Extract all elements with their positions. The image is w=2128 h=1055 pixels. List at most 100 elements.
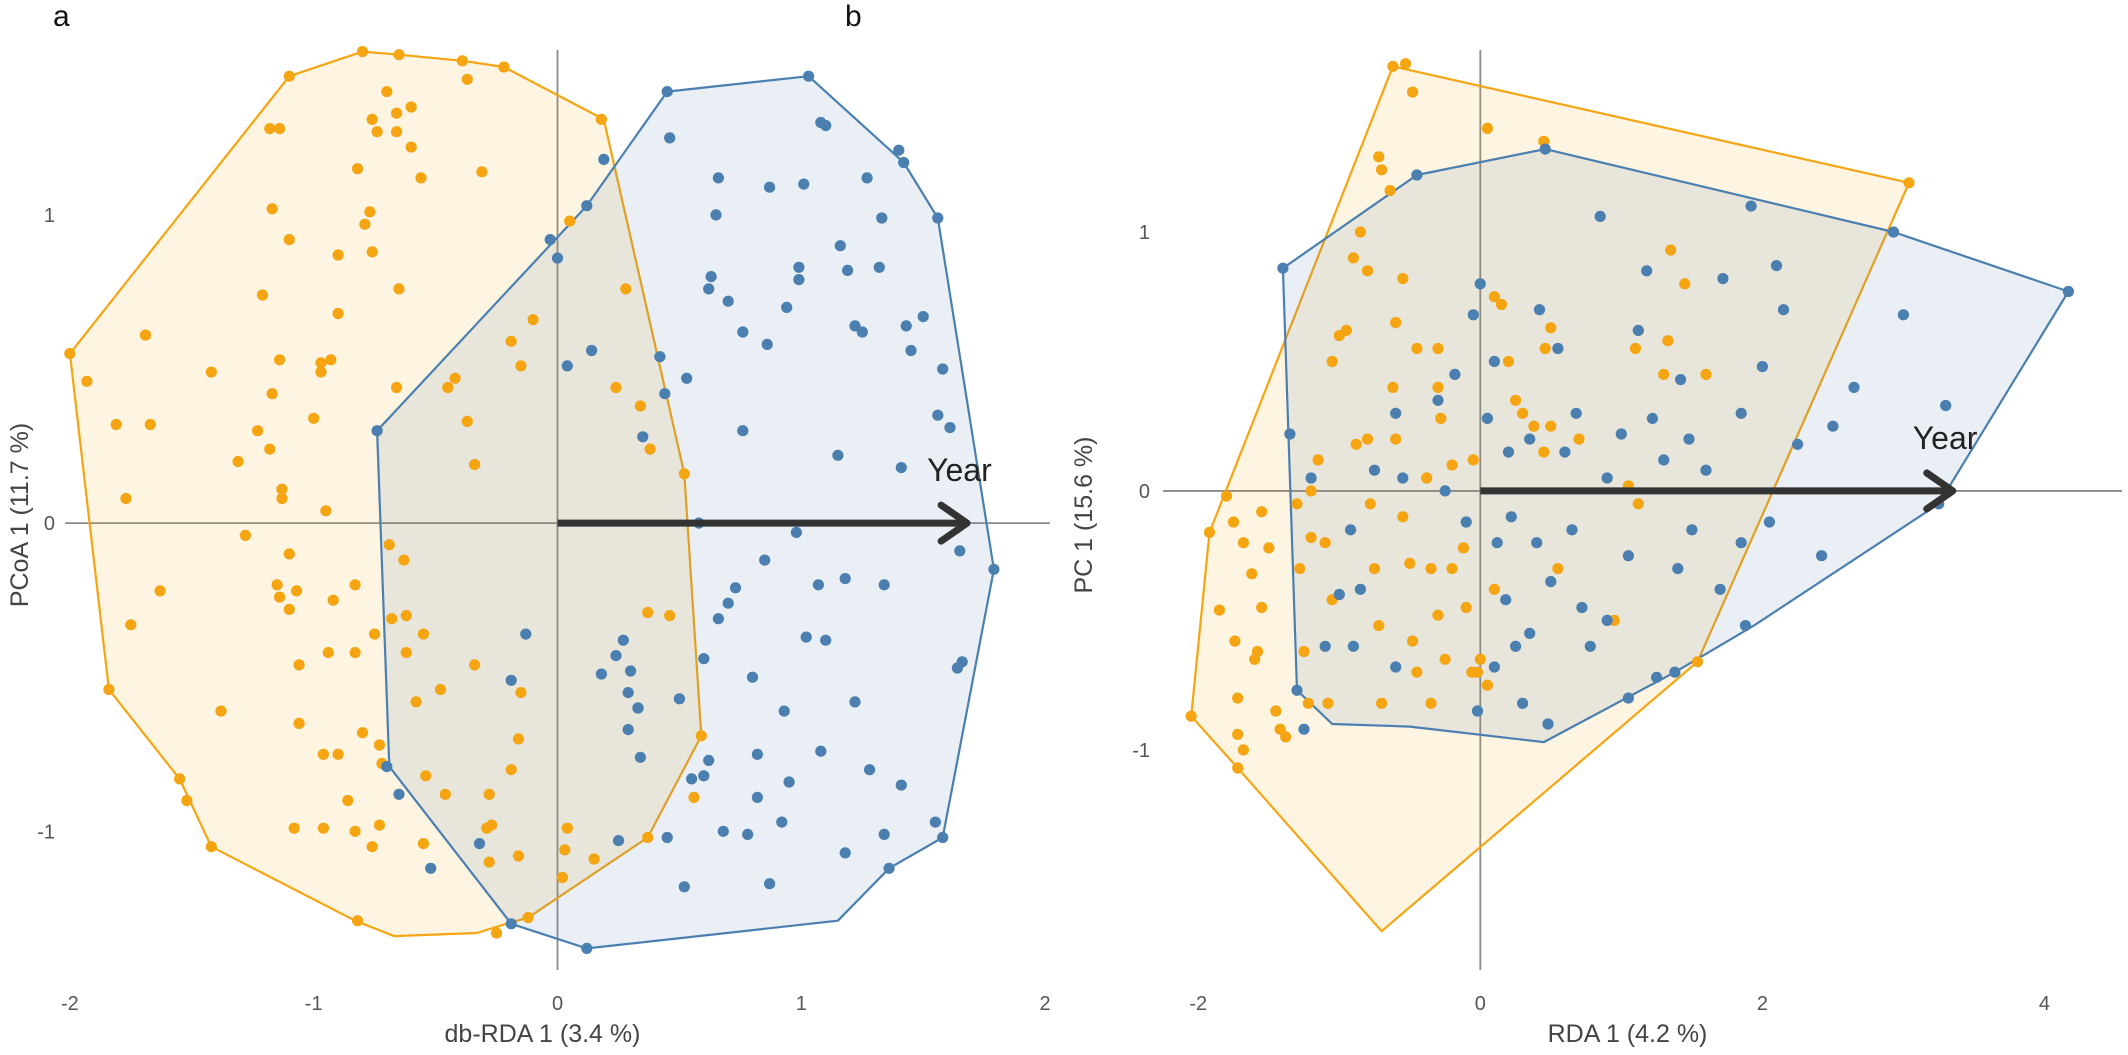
data-point-series-2 (849, 320, 861, 332)
data-point-series-2 (895, 779, 907, 791)
data-point-series-1 (527, 314, 539, 326)
data-point-series-1 (1538, 446, 1550, 458)
data-point-series-1 (1376, 697, 1388, 709)
data-point-series-2 (371, 425, 383, 437)
data-point-series-2 (1745, 200, 1757, 212)
data-point-series-2 (610, 650, 622, 662)
data-point-series-1 (383, 539, 395, 551)
data-point-series-2 (425, 862, 437, 874)
x-tick-label: -2 (1189, 993, 1207, 1015)
data-point-series-1 (469, 659, 481, 671)
data-point-series-2 (800, 631, 812, 643)
data-point-series-2 (634, 751, 647, 763)
y-axis-label: PC 1 (15.6 %) (1070, 436, 1098, 593)
data-point-series-1 (64, 348, 76, 360)
data-point-series-2 (1792, 438, 1804, 450)
data-point-series-1 (556, 871, 569, 884)
data-point-series-1 (144, 418, 156, 431)
data-point-series-1 (1662, 335, 1674, 347)
data-point-series-1 (391, 381, 403, 394)
data-point-series-2 (895, 462, 907, 474)
data-point-series-2 (1502, 446, 1515, 458)
data-point-series-2 (929, 816, 942, 828)
data-point-series-1 (120, 492, 132, 505)
data-point-series-1 (1333, 330, 1345, 342)
data-point-series-2 (1739, 620, 1752, 632)
data-point-series-1 (205, 841, 217, 853)
x-tick-label: 2 (1040, 993, 1051, 1015)
data-point-series-1 (1467, 454, 1479, 466)
data-point-series-1 (442, 381, 454, 394)
data-point-series-2 (944, 422, 956, 434)
panel-label-b: b (845, 0, 862, 33)
data-point-series-2 (673, 693, 686, 705)
data-point-series-2 (1848, 381, 1860, 393)
data-point-series-1 (81, 375, 93, 387)
data-point-series-1 (678, 468, 690, 480)
data-point-series-1 (274, 591, 286, 603)
data-point-series-2 (1669, 666, 1681, 678)
data-point-series-2 (988, 563, 1000, 575)
data-point-series-2 (1517, 697, 1529, 709)
data-point-series-2 (1488, 661, 1500, 673)
data-point-series-2 (1505, 511, 1517, 523)
data-point-series-2 (1770, 260, 1783, 272)
data-point-series-2 (937, 831, 949, 844)
data-point-series-1 (215, 705, 227, 717)
data-point-series-2 (1601, 472, 1613, 484)
data-point-series-1 (1407, 86, 1419, 98)
data-point-series-1 (266, 203, 278, 215)
data-point-series-2 (1533, 304, 1546, 316)
data-point-series-2 (1658, 454, 1670, 466)
data-point-series-1 (449, 372, 461, 384)
data-point-series-2 (520, 628, 532, 640)
data-point-series-1 (1629, 342, 1641, 355)
data-point-series-2 (661, 831, 673, 844)
data-point-series-2 (1566, 524, 1578, 536)
data-point-series-2 (849, 696, 861, 708)
y-axis-label: PCoA 1 (11.7 %) (6, 423, 34, 607)
data-point-series-2 (746, 671, 759, 683)
data-point-series-2 (878, 828, 890, 841)
data-point-series-1 (1539, 342, 1551, 355)
data-point-series-2 (803, 70, 815, 82)
data-point-series-1 (1387, 381, 1399, 393)
data-point-series-2 (751, 748, 764, 760)
data-point-series-1 (110, 418, 122, 431)
data-point-series-1 (371, 126, 383, 138)
data-point-series-2 (1298, 723, 1310, 735)
data-point-series-2 (659, 388, 671, 400)
convex-hull-series-2 (376, 75, 996, 950)
data-point-series-1 (327, 594, 339, 606)
data-point-series-1 (1471, 666, 1484, 678)
data-point-series-1 (1432, 609, 1444, 621)
data-point-series-2 (1319, 640, 1331, 652)
y-tick-label: 0 (44, 513, 55, 535)
y-tick-label: -1 (1132, 740, 1150, 762)
data-point-series-2 (1524, 433, 1536, 445)
data-point-series-2 (551, 252, 564, 264)
data-point-series-2 (937, 363, 949, 375)
data-point-series-1 (461, 415, 473, 427)
data-point-series-1 (1432, 381, 1444, 393)
data-point-series-2 (1622, 692, 1634, 704)
data-point-series-1 (359, 218, 371, 230)
data-point-series-2 (1683, 433, 1695, 445)
x-tick-label: 1 (796, 993, 807, 1015)
data-point-series-2 (381, 761, 393, 773)
data-point-series-1 (1435, 412, 1447, 424)
data-point-series-2 (1646, 412, 1658, 424)
data-point-series-1 (515, 360, 527, 372)
data-point-series-1 (1326, 355, 1338, 368)
data-point-series-1 (308, 412, 320, 424)
data-point-series-2 (1542, 718, 1554, 730)
data-point-series-1 (400, 647, 412, 659)
data-point-series-1 (1256, 601, 1268, 614)
data-point-series-2 (1491, 537, 1503, 549)
data-point-series-2 (742, 828, 754, 841)
data-point-series-1 (1373, 620, 1385, 632)
data-point-series-1 (391, 126, 403, 138)
data-point-series-1 (366, 113, 378, 125)
data-point-series-1 (483, 788, 495, 800)
data-point-series-1 (1312, 454, 1324, 466)
